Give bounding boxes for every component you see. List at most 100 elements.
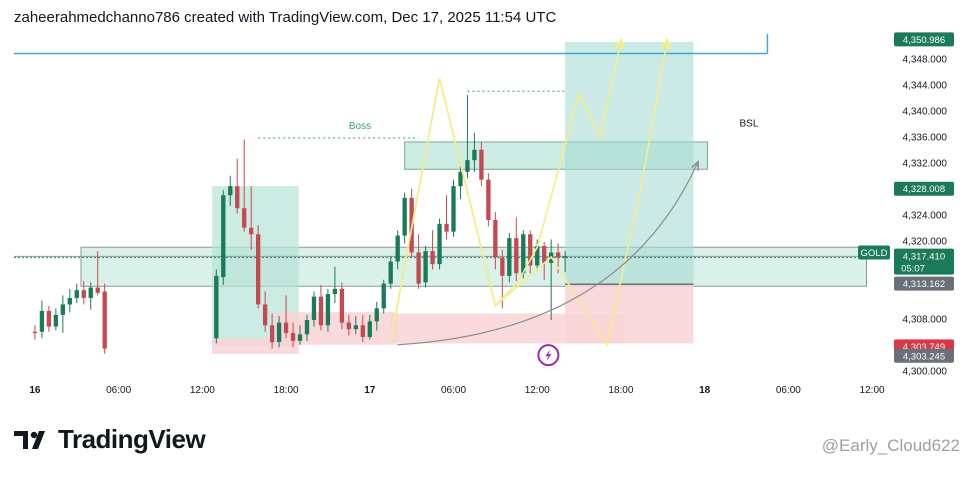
candle-body — [430, 251, 435, 265]
candle-body — [318, 296, 324, 326]
chart-header: zaheerahmedchanno786 created with Tradin… — [14, 9, 557, 26]
x-tick-label: 18 — [699, 385, 711, 396]
candle-body — [542, 245, 547, 263]
lightning-icon — [537, 344, 560, 367]
y-tick-label: 4,324.000 — [903, 210, 948, 221]
annotation-boss: Boss — [349, 121, 371, 132]
candle-body — [46, 310, 52, 327]
candle-body — [297, 334, 303, 341]
y-tick-label: 4,332.000 — [903, 158, 948, 169]
y-tick-label: 4,300.000 — [903, 366, 948, 377]
candle-body — [555, 252, 561, 258]
candle-body — [332, 288, 338, 295]
candle-body — [353, 325, 358, 330]
zones-layer — [80, 41, 867, 354]
levels-layer — [14, 34, 867, 286]
candle-body — [249, 227, 254, 235]
x-tick-label: 18:00 — [274, 385, 299, 396]
candle-body — [395, 235, 400, 262]
candle-body — [283, 322, 289, 334]
candle-body — [242, 208, 247, 228]
symbol-tag-bg — [858, 245, 890, 260]
zone-green — [80, 246, 867, 287]
candle-body — [528, 234, 533, 266]
price-tag: 4,303.749 — [903, 342, 945, 353]
candles-layer — [32, 95, 568, 354]
candle-body — [479, 149, 484, 180]
y-tick-label: 4,348.000 — [903, 54, 948, 65]
candle-body — [444, 223, 449, 232]
price-tag: 4,328.008 — [903, 184, 945, 195]
tradingview-brand-text: TradingView — [58, 424, 206, 454]
y-tick-label: 4,344.000 — [903, 80, 948, 91]
y-tick-label: 4,336.000 — [903, 132, 948, 143]
candle-body — [416, 252, 421, 284]
candle-body — [451, 186, 456, 232]
candle-body — [228, 186, 233, 196]
price-tag-bg — [894, 248, 954, 275]
curved-arrow — [397, 163, 698, 346]
y-tick-label: 4,320.000 — [903, 236, 948, 247]
candle-body — [256, 234, 261, 305]
x-tick-label: 12:00 — [525, 385, 550, 396]
watermark: @Early_Cloud622 — [821, 436, 960, 455]
candle-body — [402, 197, 407, 236]
candle-body — [423, 251, 428, 283]
candle-body — [472, 149, 477, 161]
candle-body — [269, 325, 275, 343]
candle-body — [346, 322, 352, 330]
axis-layer: 16 06:00 12:00 18:00 17 06:00 12:00 18:00 18 06:0… — [29, 54, 947, 396]
candle-body — [39, 310, 45, 332]
candle-body — [262, 304, 268, 326]
candle-body — [521, 234, 526, 274]
y-tick-label: 4,308.000 — [903, 314, 948, 325]
candle-body — [535, 245, 540, 266]
candle-body — [81, 290, 86, 298]
candle-body — [276, 322, 282, 343]
candle-body — [304, 320, 310, 335]
candle-body — [235, 186, 240, 209]
price-tag: 4,313.162 — [903, 279, 945, 290]
price-tag-bg — [894, 348, 954, 363]
x-tick-label: 16 — [29, 385, 41, 396]
zone-green_long — [565, 41, 694, 285]
x-tick-label: 18:00 — [608, 385, 633, 396]
x-tick-label: 06:00 — [776, 385, 801, 396]
candle-body — [214, 275, 219, 339]
price-tag: 4,350.986 — [903, 35, 945, 46]
price-tag: 4,317.410 — [903, 252, 945, 263]
candle-body — [67, 297, 72, 305]
candle-body — [88, 287, 93, 298]
candle-body — [32, 331, 38, 334]
annotation-bsl: BSL — [740, 118, 759, 129]
symbol-tag: GOLD — [861, 248, 888, 259]
candle-body — [221, 195, 226, 278]
x-tick-label: 06:00 — [441, 385, 466, 396]
candle-body — [500, 257, 505, 276]
lightning-bolt — [545, 349, 552, 362]
price-tag-bg — [894, 181, 954, 196]
tradingview-logo-icon — [14, 430, 45, 449]
candle-body — [562, 256, 568, 258]
candle-body — [367, 321, 372, 337]
candle-body — [388, 261, 393, 284]
candle-body — [486, 179, 491, 220]
candle-body — [465, 160, 470, 172]
candle-body — [381, 283, 386, 309]
candle-body — [437, 223, 442, 265]
candle-body — [95, 287, 100, 293]
candle-body — [60, 304, 65, 315]
x-tick-label: 12:00 — [190, 385, 215, 396]
candle-body — [53, 314, 59, 327]
price-tag-bg — [894, 276, 954, 291]
candle-body — [493, 219, 498, 258]
tradingview-logo[interactable]: TradingView — [14, 424, 206, 455]
candle-body — [102, 291, 107, 349]
x-tick-label: 06:00 — [106, 385, 131, 396]
x-tick-label: 17 — [364, 385, 376, 396]
candle-body — [311, 296, 317, 321]
candle-body — [507, 238, 512, 276]
price-tag-countdown: 05:07 — [901, 264, 925, 275]
